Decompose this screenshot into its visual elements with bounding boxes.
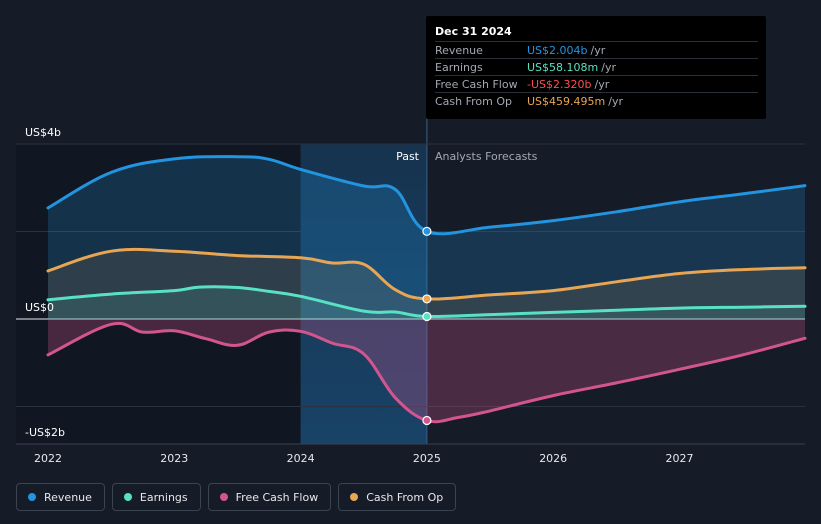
revenue-area bbox=[48, 156, 805, 319]
tooltip-row-earnings: Earnings US$58.108m /yr bbox=[435, 58, 758, 76]
y-label-top: US$4b bbox=[25, 126, 61, 139]
legend-label: Free Cash Flow bbox=[235, 490, 319, 504]
legend-item-revenue[interactable]: Revenue bbox=[16, 483, 105, 511]
tooltip-unit: /yr bbox=[608, 95, 623, 108]
legend-label: Earnings bbox=[139, 490, 188, 504]
tooltip-row-free-cash-flow: Free Cash Flow -US$2.320b /yr bbox=[435, 75, 758, 93]
x-tick-label: 2025 bbox=[413, 452, 441, 465]
x-tick-label: 2027 bbox=[666, 452, 694, 465]
tooltip-date: Dec 31 2024 bbox=[435, 25, 512, 38]
tooltip-unit: /yr bbox=[601, 61, 616, 74]
earnings-marker bbox=[422, 311, 432, 322]
cash-from-op-area bbox=[48, 249, 805, 319]
free-cash-flow-dot-icon bbox=[219, 493, 228, 501]
tooltip-unit: /yr bbox=[590, 44, 606, 57]
cash-from-op-line bbox=[46, 247, 807, 301]
legend: Revenue Earnings Free Cash Flow Cash Fro… bbox=[16, 483, 457, 511]
tooltip-label: Earnings bbox=[435, 61, 483, 74]
cash-from-op-dot-icon bbox=[350, 493, 359, 501]
forecast-label: Analysts Forecasts bbox=[435, 150, 538, 163]
y-label-bottom: -US$2b bbox=[25, 426, 65, 439]
tooltip-label: Cash From Op bbox=[435, 95, 513, 108]
revenue-line bbox=[46, 155, 807, 236]
revenue-dot-icon bbox=[28, 493, 36, 501]
free-cash-flow-line bbox=[46, 321, 807, 424]
earnings-dot-icon bbox=[123, 493, 132, 501]
tooltip-value: US$58.108m bbox=[527, 61, 599, 74]
revenue-marker bbox=[422, 226, 432, 236]
tooltip: Dec 31 2024 Revenue US$2.004b /yr Earnin… bbox=[426, 16, 766, 119]
legend-item-earnings[interactable]: Earnings bbox=[111, 483, 201, 511]
tooltip-label: Free Cash Flow bbox=[435, 78, 518, 91]
tooltip-row-revenue: Revenue US$2.004b /yr bbox=[435, 41, 758, 59]
tooltip-unit: /yr bbox=[594, 78, 610, 91]
tooltip-value: US$2.004b bbox=[527, 44, 588, 57]
legend-item-cash-from-op[interactable]: Cash From Op bbox=[338, 483, 457, 511]
past-label: Past bbox=[396, 150, 420, 163]
free-cash-flow-marker bbox=[422, 415, 432, 426]
legend-label: Revenue bbox=[44, 490, 92, 504]
legend-item-free-cash-flow[interactable]: Free Cash Flow bbox=[207, 483, 332, 511]
tooltip-label: Revenue bbox=[435, 44, 483, 57]
x-tick-label: 2026 bbox=[539, 452, 567, 465]
tooltip-value: -US$2.320b bbox=[527, 78, 592, 91]
tooltip-row-cash-from-op: Cash From Op US$459.495m /yr bbox=[435, 92, 758, 110]
earnings-line bbox=[46, 285, 807, 319]
x-tick-label: 2024 bbox=[287, 452, 315, 465]
x-tick-label: 2022 bbox=[34, 452, 62, 465]
legend-label: Cash From Op bbox=[366, 490, 444, 504]
y-label-zero: US$0 bbox=[25, 301, 54, 314]
tooltip-value: US$459.495m bbox=[527, 95, 606, 108]
x-tick-label: 2023 bbox=[160, 452, 188, 465]
cash-from-op-marker bbox=[422, 294, 432, 304]
